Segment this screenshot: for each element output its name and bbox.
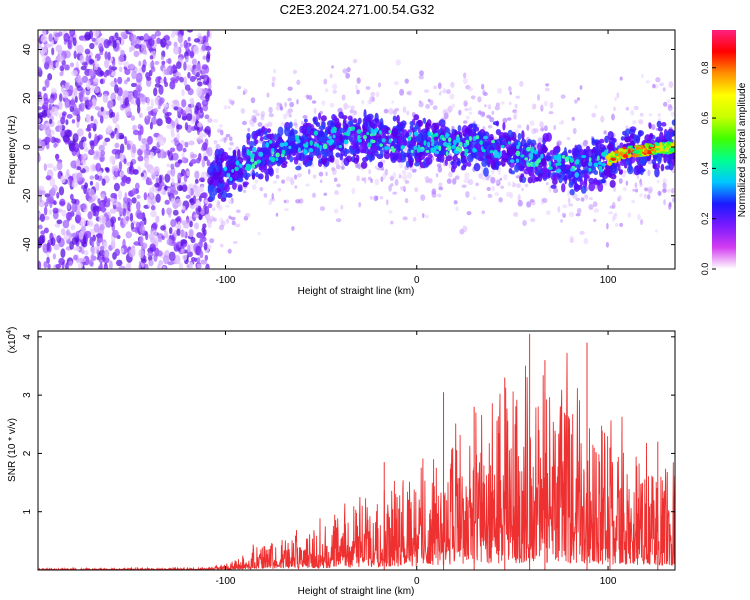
spectrogram-x-ticks: -100 0 100 [215, 30, 617, 286]
colorbar-gradient [712, 30, 736, 269]
spectrogram-y-tick-label: -40 [22, 237, 33, 252]
snr-scale-exponent: 4 [6, 330, 13, 334]
spectrogram-y-tick-label: 0 [22, 144, 33, 150]
snr-scale-note: (x104) [6, 327, 18, 354]
spectrogram-y-tick-label: 20 [22, 92, 33, 104]
snr-scale-prefix: (x10 [7, 333, 18, 353]
snr-x-tick-label: 100 [600, 576, 617, 587]
spectrogram-panel: -100 0 100 -40 -20 0 20 40 Height of straight … [7, 29, 676, 297]
snr-x-ticks: -100 0 100 [215, 331, 617, 587]
colorbar: 0.0 0.2 0.4 0.6 0.8 Normalized spectral ampl… [700, 30, 748, 275]
snr-y-ticks: 1 2 3 4 [22, 334, 675, 514]
snr-x-tick-label: 0 [414, 576, 420, 587]
snr-y-tick-label: 1 [22, 508, 33, 514]
svg-text:(x104): (x104) [6, 327, 18, 354]
snr-series [38, 333, 675, 570]
snr-y-label: SNR (10 * v/v) [7, 418, 18, 482]
colorbar-tick-label: 0.0 [700, 263, 710, 276]
snr-panel: -100 0 100 1 2 3 4 Height of straight line (k… [6, 327, 676, 597]
spectrogram-frame [37, 29, 676, 270]
snr-scale-suffix: ) [7, 327, 18, 330]
snr-y-tick-label: 2 [22, 450, 33, 456]
colorbar-tick-label: 0.4 [700, 162, 710, 175]
spectrogram-y-ticks: -40 -20 0 20 40 [22, 44, 675, 252]
colorbar-tick-label: 0.6 [700, 112, 710, 125]
colorbar-tick-label: 0.2 [700, 212, 710, 225]
colorbar-tick-label: 0.8 [700, 61, 710, 74]
spectrogram-marks [38, 30, 675, 269]
spectrogram-y-label: Frequency (Hz) [7, 116, 18, 185]
spectrogram-x-tick-label: 100 [600, 275, 617, 286]
spectrogram-x-label: Height of straight line (km) [298, 286, 415, 297]
spectrogram-x-tick-label: 0 [414, 275, 420, 286]
spectrogram-y-tick-label: -20 [22, 188, 33, 203]
colorbar-ticks: 0.0 0.2 0.4 0.6 0.8 [700, 61, 716, 275]
snr-x-label: Height of straight line (km) [298, 586, 415, 597]
snr-y-tick-label: 4 [22, 334, 33, 340]
spectrogram-y-tick-label: 40 [22, 44, 33, 56]
snr-line [38, 352, 675, 570]
colorbar-label: Normalized spectral amplitude [737, 82, 748, 217]
snr-frame [37, 330, 676, 571]
figure-title: C2E3.2024.271.00.54.G32 [280, 2, 435, 17]
snr-y-tick-label: 3 [22, 392, 33, 398]
spectrogram-x-tick-label: -100 [215, 275, 235, 286]
snr-x-tick-label: -100 [215, 576, 235, 587]
spectrogram-texture [38, 30, 675, 269]
snr-marks [38, 333, 675, 570]
